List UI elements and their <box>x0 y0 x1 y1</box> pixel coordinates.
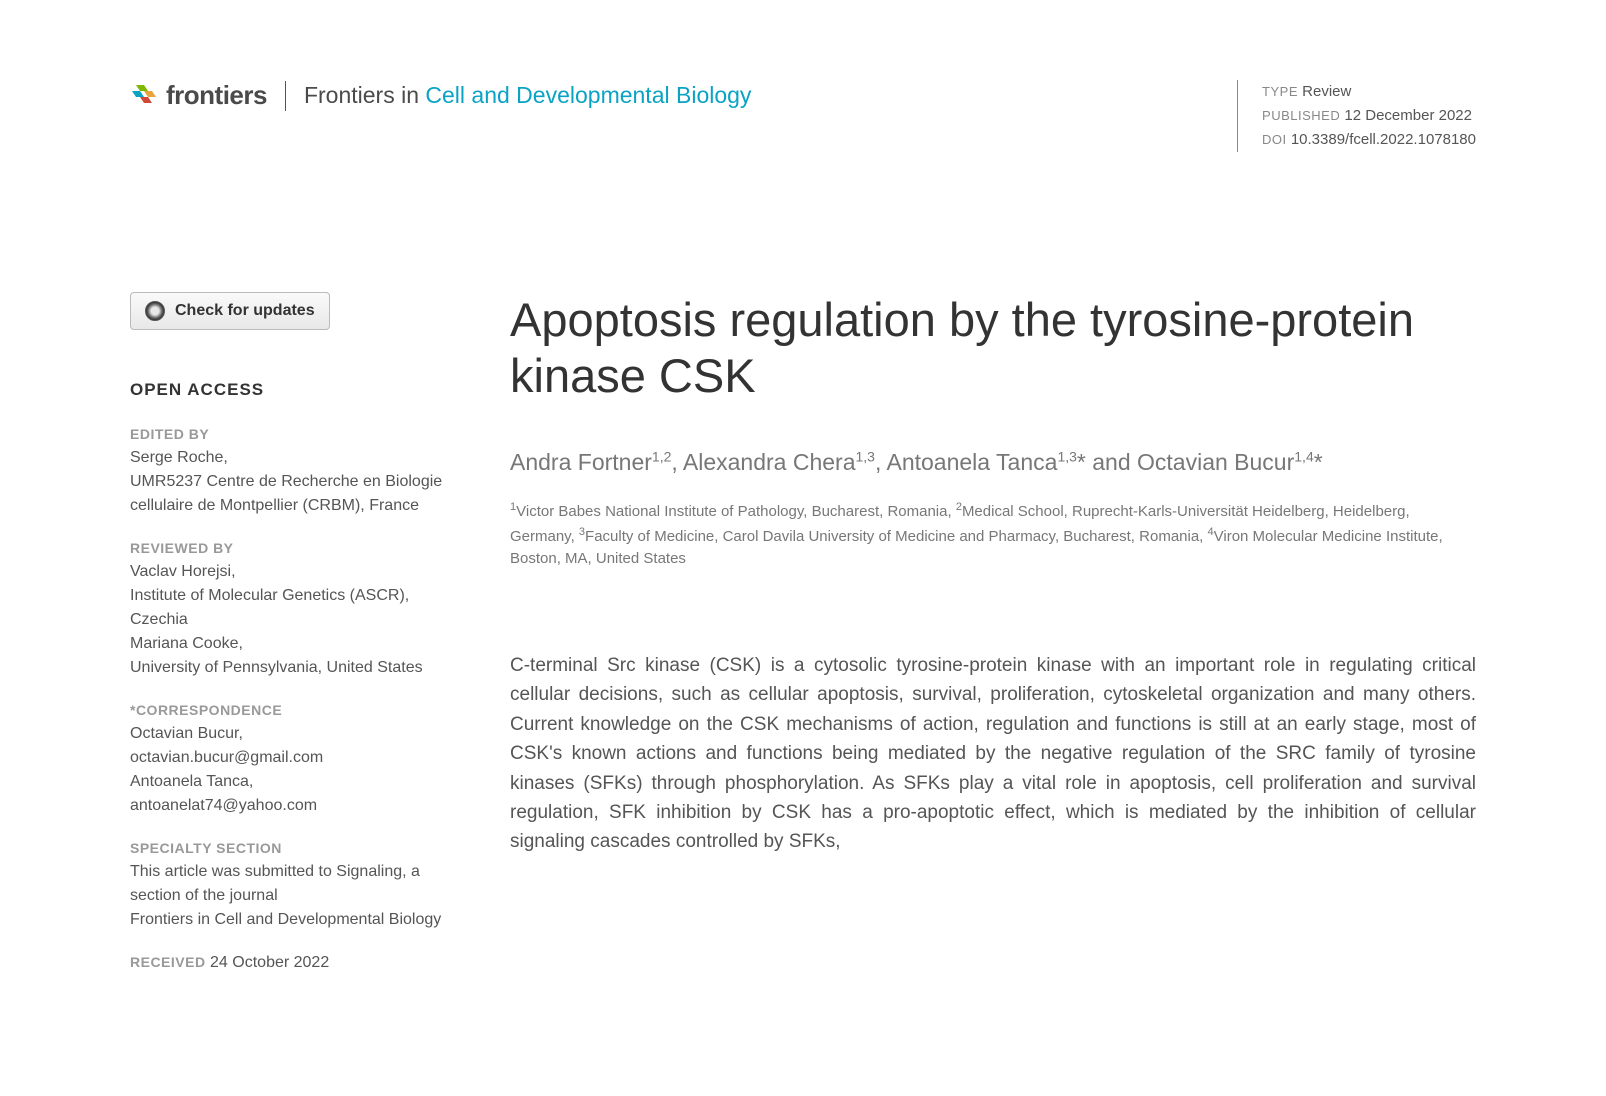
author-2: Alexandra Chera <box>683 449 856 475</box>
main-content: Apoptosis regulation by the tyrosine-pro… <box>510 292 1476 972</box>
received-date: RECEIVED 24 October 2022 <box>130 954 450 972</box>
specialty-section: SPECIALTY SECTION This article was submi… <box>130 840 450 932</box>
sep: , <box>671 449 683 475</box>
check-updates-label: Check for updates <box>175 302 315 320</box>
received-label: RECEIVED <box>130 954 206 970</box>
meta-type-label: TYPE <box>1262 84 1298 99</box>
sidebar: Check for updates OPEN ACCESS EDITED BY … <box>130 292 450 972</box>
meta-published-value: 12 December 2022 <box>1344 107 1472 124</box>
meta-published: PUBLISHED 12 December 2022 <box>1262 104 1476 128</box>
article-meta: TYPE Review PUBLISHED 12 December 2022 D… <box>1237 80 1476 152</box>
meta-doi: DOI 10.3389/fcell.2022.1078180 <box>1262 128 1476 152</box>
aff-3: Faculty of Medicine, Carol Davila Univer… <box>585 528 1207 545</box>
meta-doi-label: DOI <box>1262 132 1287 147</box>
corresponding-star: * <box>1314 449 1323 475</box>
abstract-text: C-terminal Src kinase (CSK) is a cytosol… <box>510 651 1476 857</box>
article-title: Apoptosis regulation by the tyrosine-pro… <box>510 292 1476 405</box>
page-header: frontiers Frontiers in Cell and Developm… <box>130 80 1476 152</box>
specialty-label: SPECIALTY SECTION <box>130 840 450 856</box>
journal-prefix: Frontiers in <box>304 82 425 108</box>
meta-published-label: PUBLISHED <box>1262 108 1340 123</box>
author-4: Octavian Bucur <box>1137 449 1294 475</box>
correspondence-body: Octavian Bucur, octavian.bucur@gmail.com… <box>130 722 450 818</box>
header-left: frontiers Frontiers in Cell and Developm… <box>130 80 751 111</box>
correspondence-label: *CORRESPONDENCE <box>130 702 450 718</box>
correspondence-section: *CORRESPONDENCE Octavian Bucur, octavian… <box>130 702 450 818</box>
and: and <box>1086 449 1137 475</box>
journal-name[interactable]: Frontiers in Cell and Developmental Biol… <box>304 82 751 109</box>
meta-type-value: Review <box>1302 83 1351 100</box>
edited-by-section: EDITED BY Serge Roche, UMR5237 Centre de… <box>130 426 450 518</box>
specialty-body: This article was submitted to Signaling,… <box>130 860 450 932</box>
meta-type: TYPE Review <box>1262 80 1476 104</box>
authors-list: Andra Fortner1,2, Alexandra Chera1,3, An… <box>510 445 1476 480</box>
author-1: Andra Fortner <box>510 449 652 475</box>
reviewed-by-label: REVIEWED BY <box>130 540 450 556</box>
edited-by-body: Serge Roche, UMR5237 Centre de Recherche… <box>130 446 450 518</box>
author-2-aff: 1,3 <box>856 448 875 464</box>
corresponding-star: * <box>1077 449 1086 475</box>
content: Check for updates OPEN ACCESS EDITED BY … <box>130 292 1476 972</box>
aff-1: Victor Babes National Institute of Patho… <box>516 503 956 520</box>
author-3-aff: 1,3 <box>1057 448 1076 464</box>
reviewed-by-section: REVIEWED BY Vaclav Horejsi, Institute of… <box>130 540 450 680</box>
affiliations: 1Victor Babes National Institute of Path… <box>510 499 1476 571</box>
author-4-aff: 1,4 <box>1294 448 1313 464</box>
open-access-label: OPEN ACCESS <box>130 380 450 400</box>
journal-highlight: Cell and Developmental Biology <box>425 82 751 108</box>
author-1-aff: 1,2 <box>652 448 671 464</box>
divider <box>285 81 286 111</box>
frontiers-logo-icon <box>130 83 156 109</box>
edited-by-label: EDITED BY <box>130 426 450 442</box>
author-3: Antoanela Tanca <box>886 449 1057 475</box>
publisher-name: frontiers <box>166 80 267 111</box>
meta-doi-value: 10.3389/fcell.2022.1078180 <box>1291 131 1476 148</box>
sep: , <box>875 449 887 475</box>
check-updates-button[interactable]: Check for updates <box>130 292 330 330</box>
received-value: 24 October 2022 <box>210 954 329 971</box>
publisher-logo[interactable]: frontiers <box>130 80 267 111</box>
crossmark-icon <box>145 301 165 321</box>
reviewed-by-body: Vaclav Horejsi, Institute of Molecular G… <box>130 560 450 680</box>
